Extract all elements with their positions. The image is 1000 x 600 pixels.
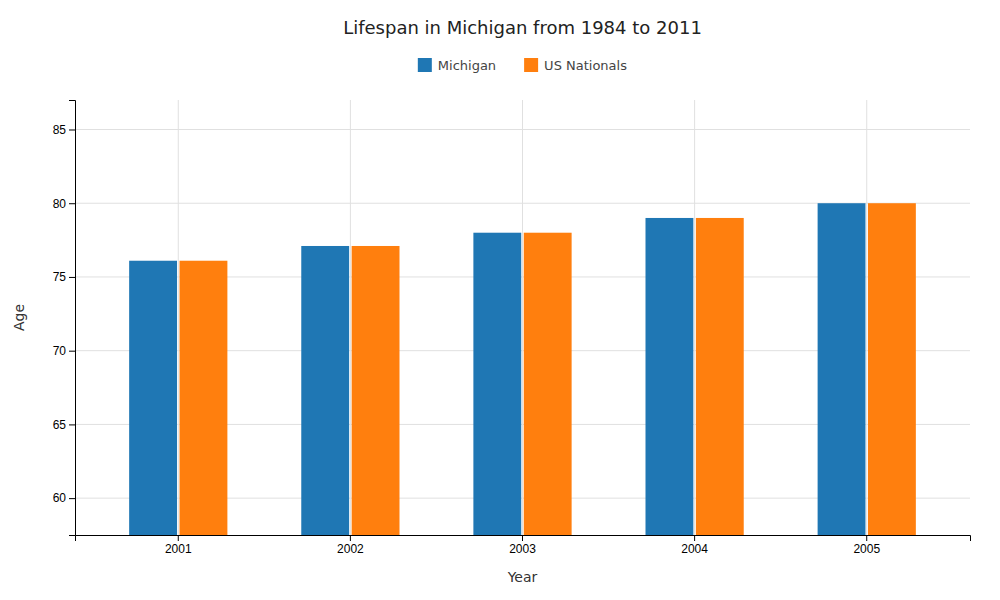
legend-swatch xyxy=(418,58,432,72)
bar xyxy=(696,218,744,535)
bar xyxy=(473,233,521,535)
x-tick: 2003 xyxy=(509,535,536,556)
tick-label: 75 xyxy=(53,270,67,284)
tick-label: 2001 xyxy=(165,542,192,556)
tick-mark xyxy=(350,535,351,541)
bar-series xyxy=(180,203,916,535)
x-tick: 2005 xyxy=(853,535,880,556)
x-axis: 2001 2002 2003 2004 2005 xyxy=(76,535,971,556)
bar xyxy=(129,261,177,535)
chart-svg: 2001 2002 2003 2004 2005 60 65 70 75 80 85 Year Age L… xyxy=(0,0,1000,600)
grid-line-x xyxy=(178,100,179,535)
x-axis-title: Year xyxy=(507,569,538,585)
chart-container: 2001 2002 2003 2004 2005 60 65 70 75 80 85 Year Age L… xyxy=(0,0,1000,600)
grid-line-x xyxy=(694,100,695,535)
bar-series xyxy=(129,203,865,535)
tick-mark xyxy=(69,498,75,499)
bar xyxy=(524,233,572,535)
legend-item: Michigan xyxy=(418,58,496,73)
y-tick: 60 xyxy=(53,491,75,505)
tick-mark xyxy=(69,129,75,130)
axis-line xyxy=(69,101,76,536)
y-tick: 85 xyxy=(53,123,75,137)
bar xyxy=(645,218,693,535)
bar xyxy=(180,261,228,535)
y-tick: 65 xyxy=(53,418,75,432)
y-tick: 80 xyxy=(53,197,75,211)
tick-mark xyxy=(522,535,523,541)
bar xyxy=(301,246,349,535)
grid-line-x xyxy=(866,100,867,535)
x-tick: 2004 xyxy=(681,535,708,556)
legend-swatch xyxy=(524,58,538,72)
tick-label: 85 xyxy=(53,123,67,137)
x-tick: 2001 xyxy=(165,535,192,556)
tick-label: 65 xyxy=(53,418,67,432)
y-tick: 75 xyxy=(53,270,75,284)
y-tick: 70 xyxy=(53,344,75,358)
tick-mark xyxy=(694,535,695,541)
y-axis-title: Age xyxy=(11,304,27,331)
chart-title: Lifespan in Michigan from 1984 to 2011 xyxy=(343,17,702,38)
bar xyxy=(868,203,916,535)
tick-label: 60 xyxy=(53,491,67,505)
legend-label: Michigan xyxy=(438,58,496,73)
grid-line-x xyxy=(522,100,523,535)
tick-label: 2005 xyxy=(853,542,880,556)
tick-label: 80 xyxy=(53,197,67,211)
x-tick: 2002 xyxy=(337,535,364,556)
plot-area xyxy=(129,203,916,535)
legend-item: US Nationals xyxy=(524,58,627,73)
tick-mark xyxy=(178,535,179,541)
bar xyxy=(352,246,400,535)
tick-mark xyxy=(69,424,75,425)
tick-label: 2002 xyxy=(337,542,364,556)
legend-label: US Nationals xyxy=(544,58,627,73)
tick-label: 2004 xyxy=(681,542,708,556)
bar xyxy=(818,203,866,535)
tick-label: 70 xyxy=(53,344,67,358)
grid-line-x xyxy=(350,100,351,535)
tick-mark xyxy=(69,277,75,278)
tick-label: 2003 xyxy=(509,542,536,556)
tick-mark xyxy=(866,535,867,541)
legend: Michigan US Nationals xyxy=(418,58,627,73)
axis-line xyxy=(76,536,971,542)
y-axis: 60 65 70 75 80 85 xyxy=(53,101,76,536)
tick-mark xyxy=(69,351,75,352)
tick-mark xyxy=(69,203,75,204)
